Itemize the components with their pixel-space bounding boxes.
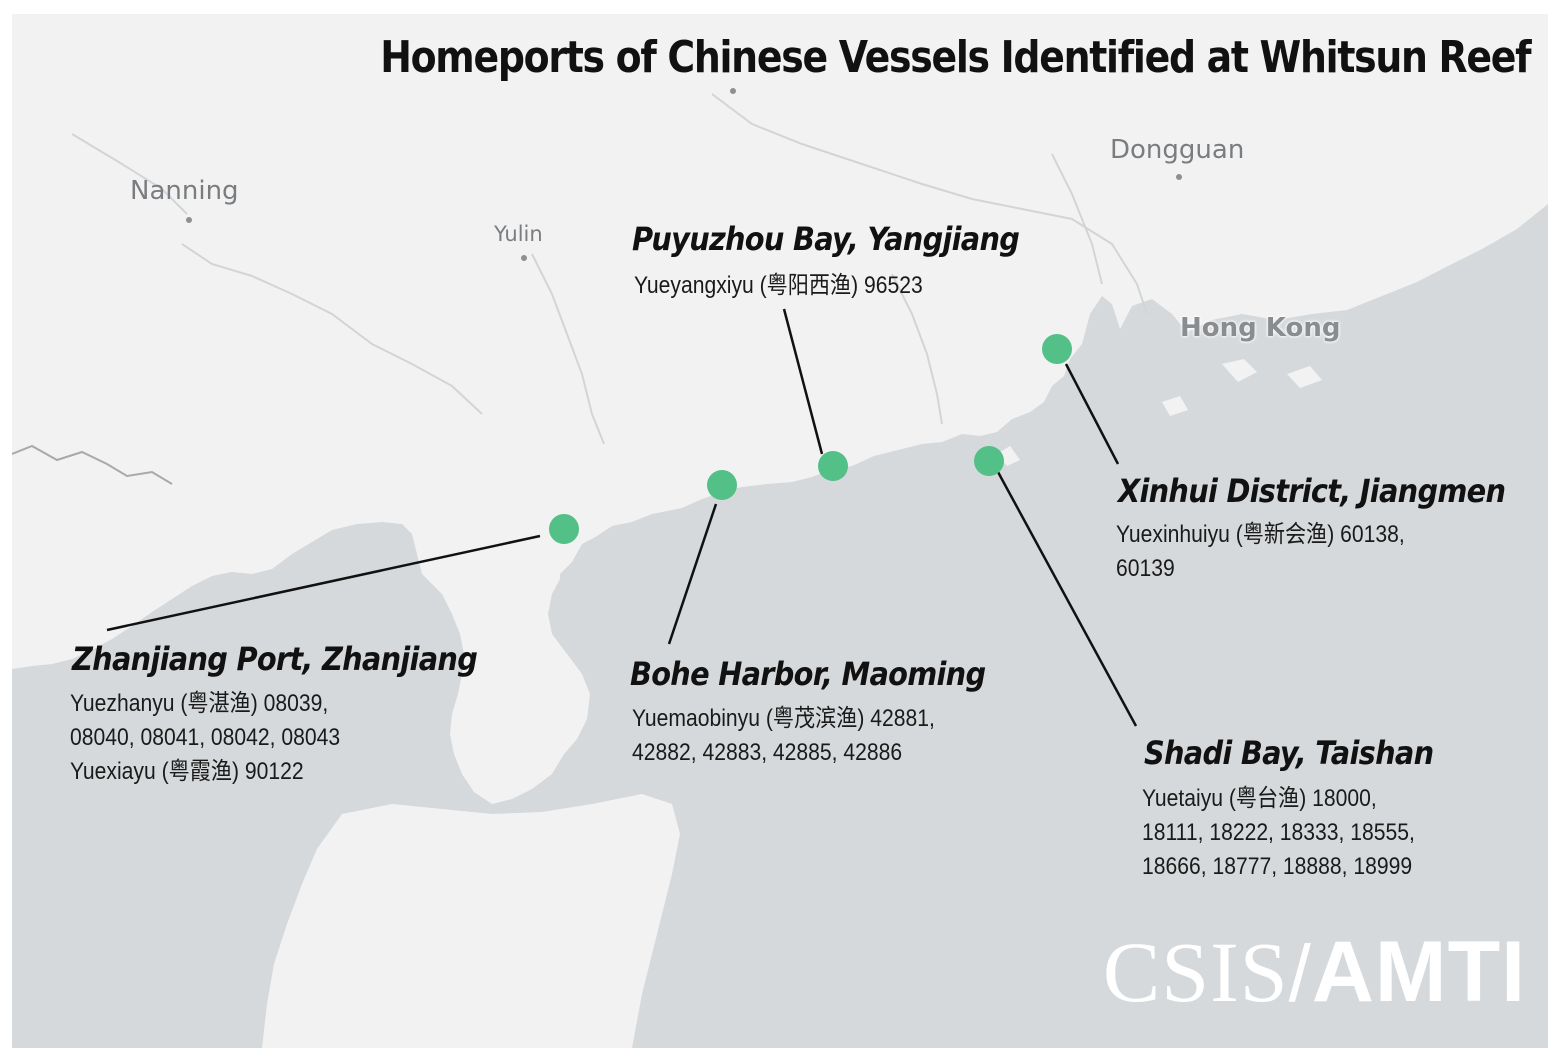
port-marker-shadi[interactable] — [974, 446, 1004, 476]
city-dot-nanning — [186, 217, 192, 223]
leader-line-puyuzhou — [782, 308, 824, 455]
vessel-list-puyuzhou: Yueyangxiyu (粤阳西渔) 96523 — [634, 272, 923, 299]
port-name-shadi: Shadi Bay, Taishan — [1144, 734, 1434, 772]
port-name-zhanjiang: Zhanjiang Port, Zhanjiang — [72, 640, 478, 678]
port-name-puyuzhou: Puyuzhou Bay, Yangjiang — [632, 220, 1020, 258]
logo-amti: AMTI — [1311, 924, 1526, 1020]
port-marker-xinhui[interactable] — [1042, 334, 1072, 364]
port-marker-puyuzhou[interactable] — [818, 451, 848, 481]
city-dot-unnamed — [730, 88, 736, 94]
logo-csis: CSIS — [1102, 924, 1289, 1020]
city-label-yulin: Yulin — [494, 222, 543, 246]
river — [71, 133, 188, 215]
base-map — [12, 14, 1548, 1048]
hainan-land — [262, 794, 680, 1048]
river — [181, 243, 483, 415]
logo-separator: / — [1288, 929, 1312, 1018]
city-dot-dongguan — [1176, 174, 1182, 180]
vessel-list-zhanjiang: Yuezhanyu (粤湛渔) 08039, 08040, 08041, 080… — [70, 690, 341, 785]
island — [997, 446, 1020, 466]
leader-line-zhanjiang — [106, 534, 541, 632]
leader-line-bohe — [667, 503, 718, 645]
river — [891, 273, 943, 425]
zhanjiang-bay — [560, 562, 584, 604]
vessel-list-shadi: Yuetaiyu (粤台渔) 18000, 18111, 18222, 1833… — [1142, 785, 1415, 880]
city-label-dongguan: Dongguan — [1110, 135, 1245, 165]
leader-line-xinhui — [1064, 363, 1120, 465]
port-marker-bohe[interactable] — [707, 470, 737, 500]
leader-line-shadi — [996, 471, 1138, 727]
mainland-land — [12, 14, 1548, 804]
border-line — [12, 444, 173, 485]
vessel-list-bohe: Yuemaobinyu (粤茂滨渔) 42881, 42882, 42883, … — [632, 705, 935, 766]
island — [1222, 359, 1257, 382]
vessel-list-xinhui: Yuexinhuiyu (粤新会渔) 60138, 60139 — [1116, 521, 1405, 582]
river — [711, 93, 1148, 315]
map-title: Homeports of Chinese Vessels Identified … — [379, 32, 1531, 83]
port-name-xinhui: Xinhui District, Jiangmen — [1118, 472, 1506, 510]
city-label-nanning: Nanning — [130, 176, 239, 206]
river — [1051, 153, 1103, 285]
island — [1162, 396, 1188, 416]
city-label-hong-kong: Hong Kong — [1180, 313, 1341, 343]
port-marker-zhanjiang[interactable] — [549, 514, 579, 544]
map-frame: Homeports of Chinese Vessels Identified … — [12, 14, 1548, 1048]
port-name-bohe: Bohe Harbor, Maoming — [630, 655, 986, 693]
island — [1287, 366, 1322, 388]
river — [531, 253, 605, 445]
csis-amti-logo: CSIS/AMTI — [1103, 922, 1526, 1022]
city-dot-yulin — [521, 255, 527, 261]
